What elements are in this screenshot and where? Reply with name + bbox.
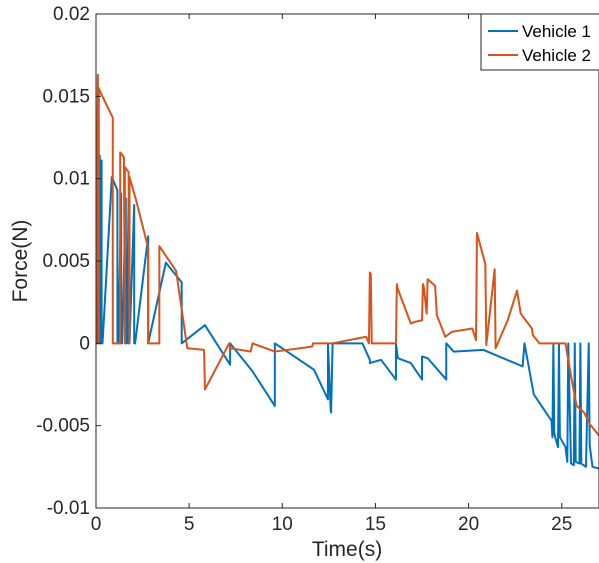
x-axis-label: Time(s) — [312, 538, 382, 561]
series-line-vehicle-2 — [96, 73, 599, 437]
plot-background — [96, 14, 599, 508]
x-tick-label: 10 — [272, 514, 293, 535]
legend-label-vehicle-2: Vehicle 2 — [522, 46, 591, 65]
y-axis-label: Force(N) — [9, 220, 32, 303]
x-tick-label: 15 — [365, 514, 386, 535]
legend-box — [480, 13, 599, 71]
x-tick-label: 0 — [91, 514, 102, 535]
y-tick-label: 0 — [79, 333, 90, 354]
x-tick-label: 20 — [458, 514, 479, 535]
y-tick-label: 0.005 — [42, 251, 90, 272]
y-tick-label: 0.01 — [53, 169, 90, 190]
legend: Vehicle 1 Vehicle 2 — [480, 13, 599, 71]
y-tick-label: 0.015 — [42, 86, 90, 107]
y-tick-label: -0.01 — [47, 498, 90, 519]
x-tick-label: 25 — [551, 514, 572, 535]
x-tick-label: 5 — [184, 514, 195, 535]
y-tick-label: 0.02 — [53, 4, 90, 25]
y-tick-label: -0.005 — [36, 416, 90, 437]
legend-label-vehicle-1: Vehicle 1 — [522, 22, 591, 41]
